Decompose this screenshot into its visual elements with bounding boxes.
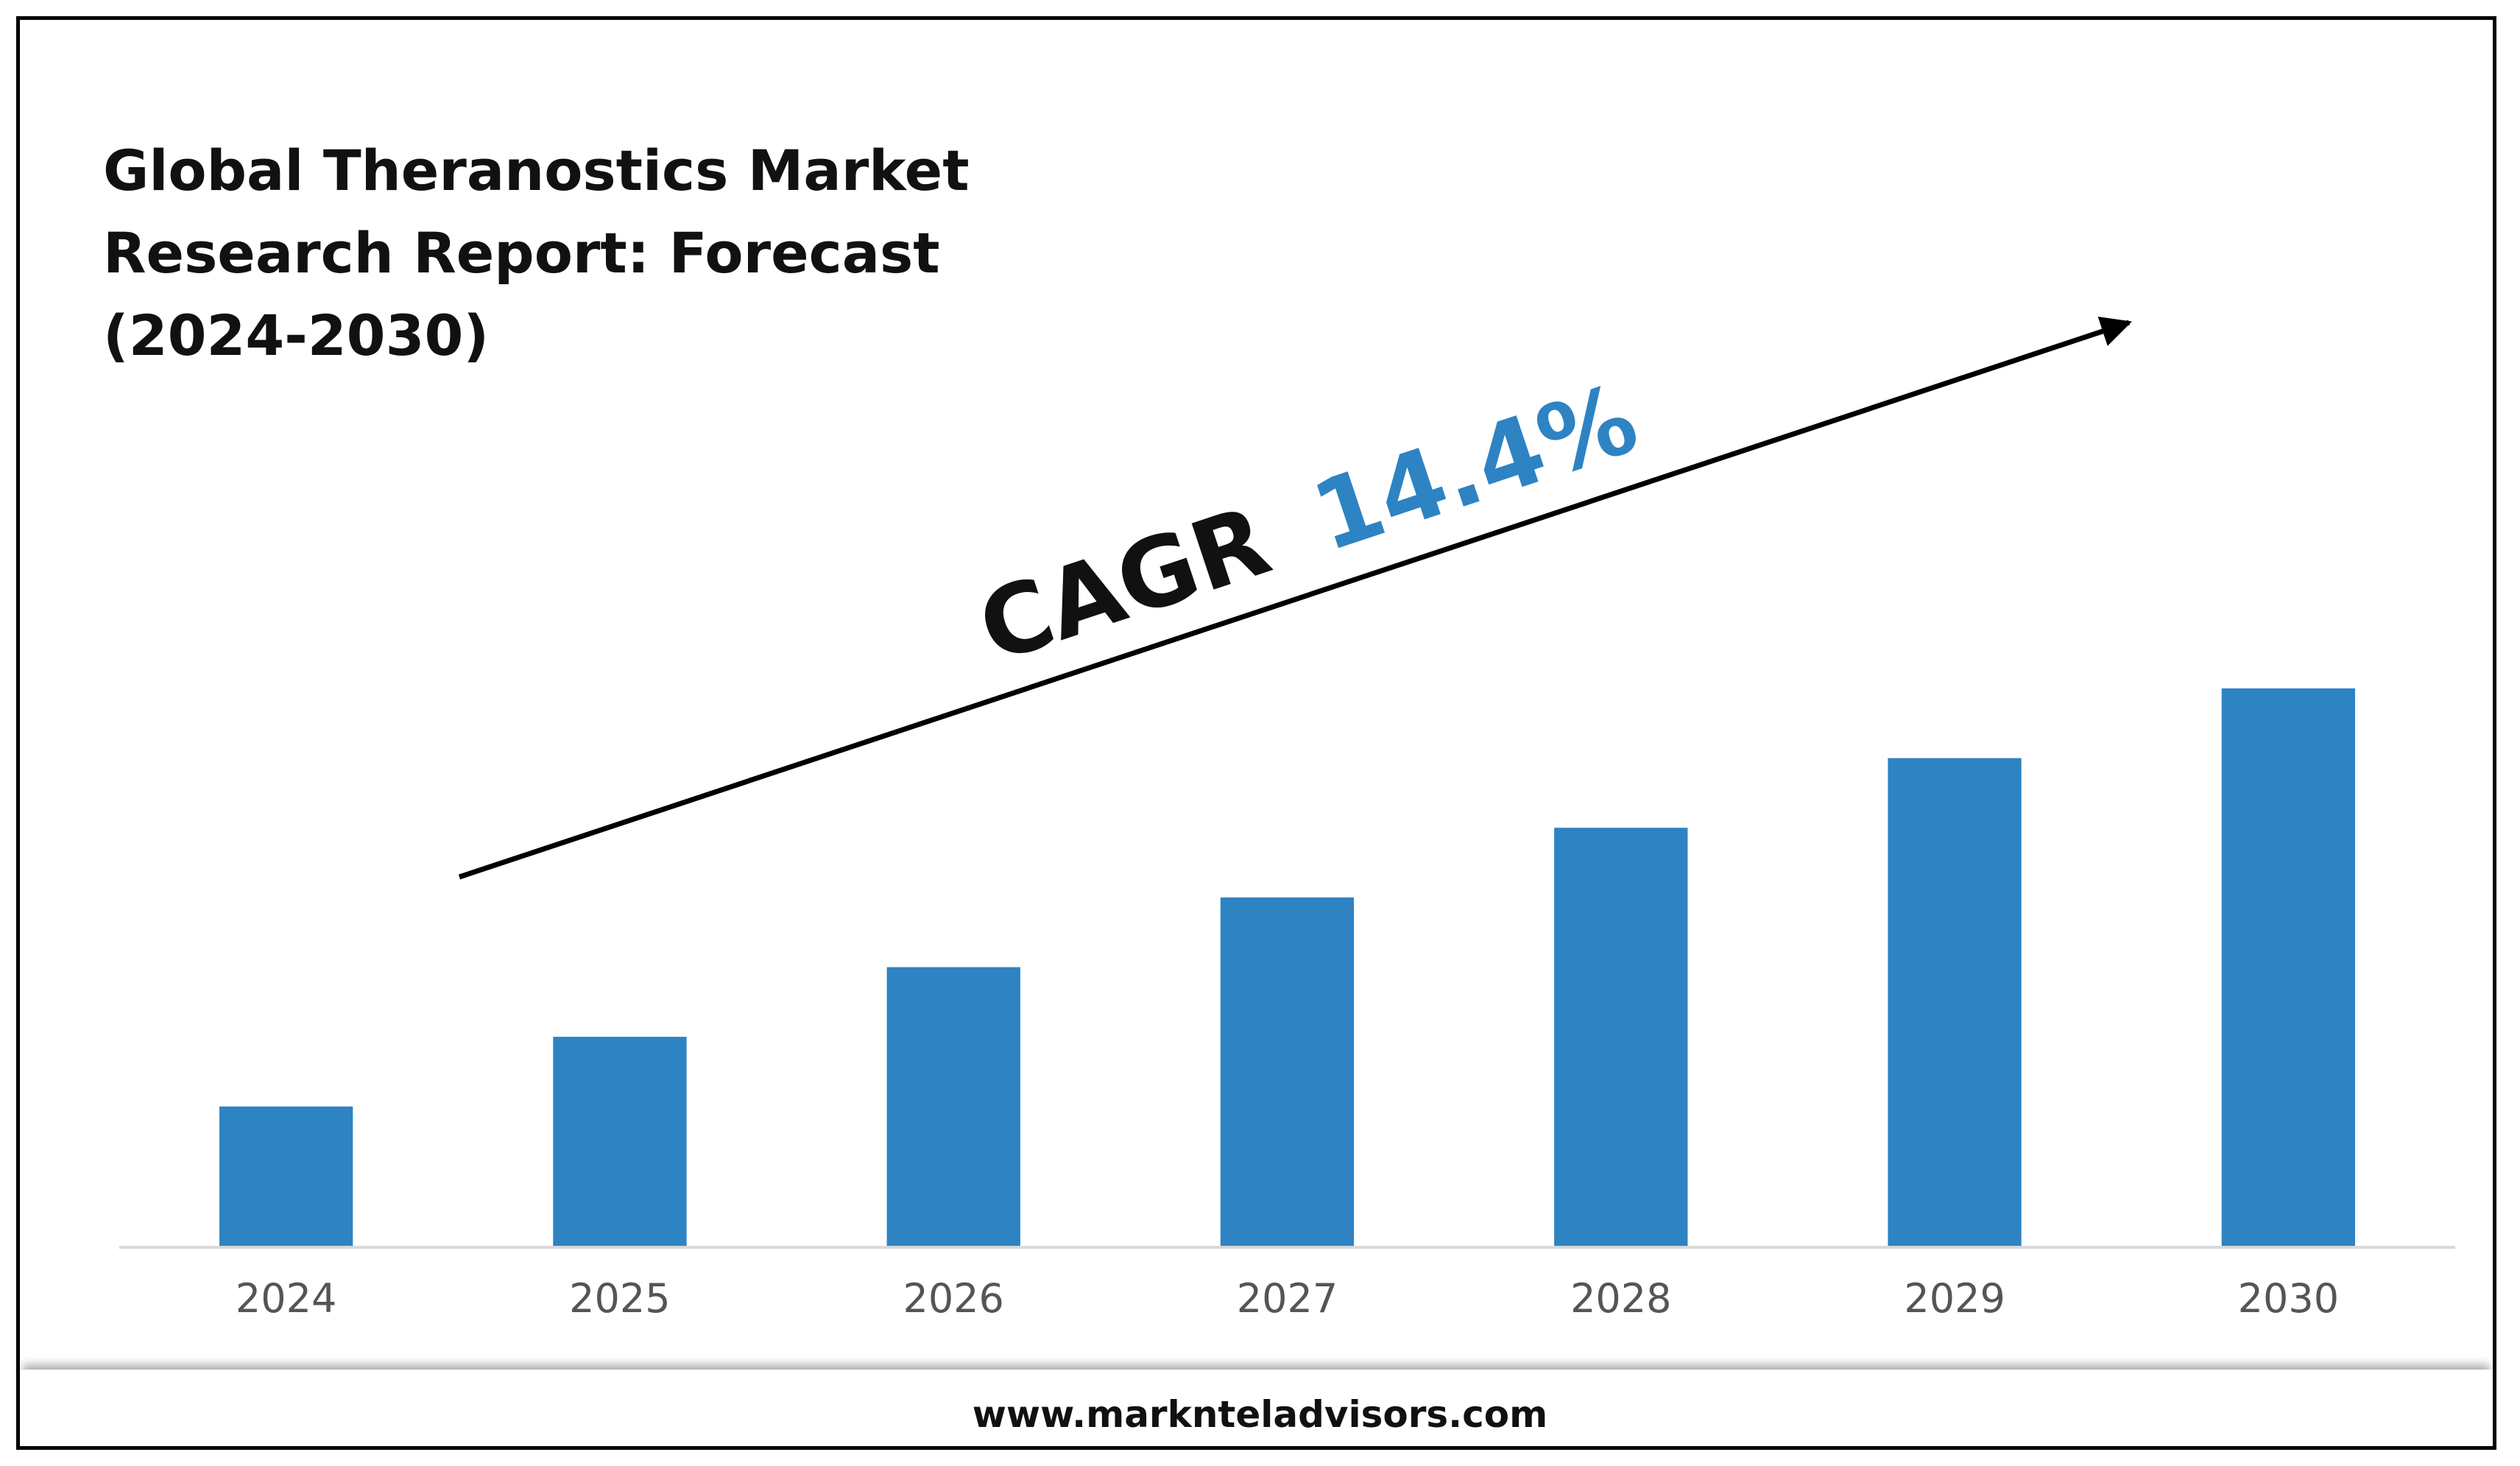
x-tick-label-2028: 2028 bbox=[1570, 1275, 1671, 1322]
bar-2030 bbox=[2221, 688, 2355, 1246]
bar-2029 bbox=[1888, 758, 2022, 1246]
x-tick-label-2029: 2029 bbox=[1904, 1275, 2005, 1322]
chart-title: Global Theranostics Market Research Repo… bbox=[103, 130, 1134, 377]
bars-group bbox=[219, 688, 2355, 1246]
bar-2027 bbox=[1220, 897, 1355, 1246]
x-tick-labels: 2024 2025 2026 2027 2028 2029 2030 bbox=[236, 1275, 2339, 1322]
x-tick-label-2026: 2026 bbox=[903, 1275, 1003, 1322]
bar-2025 bbox=[553, 1037, 687, 1246]
x-tick-label-2024: 2024 bbox=[236, 1275, 336, 1322]
x-tick-label-2025: 2025 bbox=[569, 1275, 670, 1322]
chart-title-line-1: Global Theranostics Market bbox=[103, 138, 970, 203]
chart-title-line-2: Research Report: Forecast bbox=[103, 220, 940, 286]
trend-arrow bbox=[458, 316, 2132, 880]
x-tick-label-2027: 2027 bbox=[1237, 1275, 1338, 1322]
footer-band bbox=[20, 1370, 2493, 1446]
bar-2024 bbox=[219, 1106, 353, 1246]
footer-website: www.marknteladvisors.com bbox=[972, 1393, 1548, 1436]
bar-2026 bbox=[886, 967, 1020, 1246]
bar-2028 bbox=[1554, 828, 1688, 1246]
cagr-annotation: CAGR 14.4% bbox=[966, 362, 1651, 685]
chart-title-line-3: (2024-2030) bbox=[103, 303, 490, 368]
x-tick-label-2030: 2030 bbox=[2238, 1275, 2339, 1322]
